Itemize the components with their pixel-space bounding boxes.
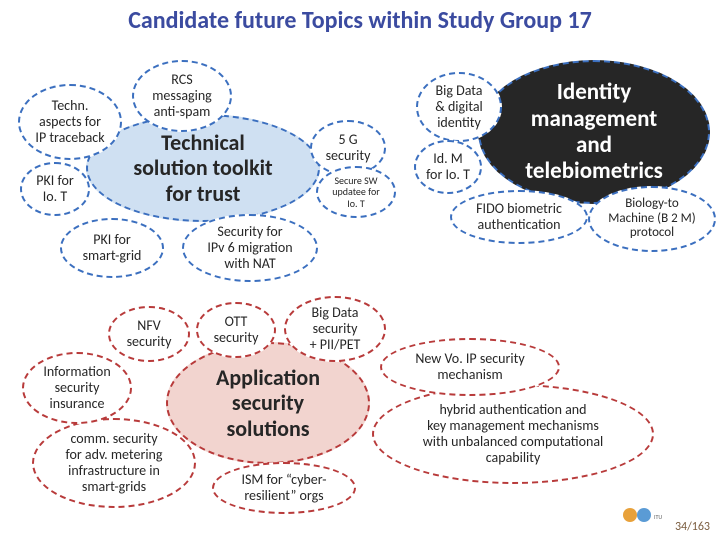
bubble-label: PKI forsmart-grid — [83, 232, 142, 264]
bubble-label: Techn.aspects forIP traceback — [35, 98, 104, 146]
bubble-rcs: RCSmessaginganti-spam — [132, 60, 232, 132]
bubble-label: Identitymanagementandtelebiometrics — [525, 79, 663, 185]
footer-logo: ITU — [622, 504, 662, 526]
bubble-fido: FIDO biometricauthentication — [450, 190, 588, 244]
bubble-bigdata-sec: Big Datasecurity+ PII/PET — [284, 296, 386, 362]
bubble-info-ins: Informationsecurityinsurance — [22, 352, 132, 424]
bubble-label: comm. securityfor adv. meteringinfrastru… — [66, 431, 163, 495]
bubble-label: Big Data& digitalidentity — [435, 83, 483, 131]
bubble-label: NFVsecurity — [127, 318, 172, 350]
bubble-label: 5 Gsecurity — [326, 132, 371, 164]
bubble-label: Informationsecurityinsurance — [43, 364, 110, 412]
bubble-ipv6: Security forIPv 6 migrationwith NAT — [182, 214, 318, 282]
bubble-label: PKI forIo. T — [36, 173, 73, 205]
bubble-label: RCSmessaginganti-spam — [152, 72, 212, 120]
bubble-label: Applicationsecuritysolutions — [216, 365, 320, 441]
bubble-tech-toolkit: Technicalsolution toolkitfor trust — [86, 114, 320, 222]
bubble-pki-iot: PKI forIo. T — [20, 162, 90, 216]
bubble-nfv: NFVsecurity — [108, 306, 190, 362]
bubble-identity: Identitymanagementandtelebiometrics — [478, 60, 710, 204]
bubble-ott: OTTsecurity — [196, 302, 276, 358]
page-title: Candidate future Topics within Study Gro… — [0, 6, 720, 35]
bubble-label: ISM for “cyber-resilient” orgs — [241, 472, 326, 504]
bubble-ism: ISM for “cyber-resilient” orgs — [212, 462, 356, 514]
bubble-idm-iot: Id. Mfor Io. T — [414, 140, 482, 194]
bubble-label: Security forIPv 6 migrationwith NAT — [207, 224, 292, 272]
bubble-label: Technicalsolution toolkitfor trust — [133, 130, 272, 206]
bubble-label: FIDO biometricauthentication — [476, 201, 562, 233]
bubble-label: New Vo. IP securitymechanism — [415, 351, 524, 383]
bubble-bigdata-id: Big Data& digitalidentity — [416, 72, 502, 142]
bubble-secure-sw: Secure SWupdatee forIo. T — [316, 166, 396, 218]
bubble-label: Biology-toMachine (B 2 M)protocol — [608, 197, 695, 242]
bubble-b2m: Biology-toMachine (B 2 M)protocol — [588, 186, 716, 252]
bubble-label: Big Datasecurity+ PII/PET — [310, 305, 361, 353]
bubble-label: Id. Mfor Io. T — [426, 151, 470, 183]
bubble-voip: New Vo. IP securitymechanism — [380, 338, 560, 396]
bubble-comm-meter: comm. securityfor adv. meteringinfrastru… — [32, 418, 196, 508]
bubble-hybrid: hybrid authentication andkey management … — [372, 384, 654, 484]
svg-text:ITU: ITU — [654, 513, 662, 521]
bubble-label: Secure SWupdatee forIo. T — [332, 175, 380, 210]
bubble-label: hybrid authentication andkey management … — [423, 402, 604, 466]
bubble-label: OTTsecurity — [214, 314, 259, 346]
bubble-pki-smartgrid: PKI forsmart-grid — [60, 218, 164, 278]
bubble-techn-aspects: Techn.aspects forIP traceback — [18, 84, 122, 160]
page-number: 34/163 — [675, 520, 710, 534]
